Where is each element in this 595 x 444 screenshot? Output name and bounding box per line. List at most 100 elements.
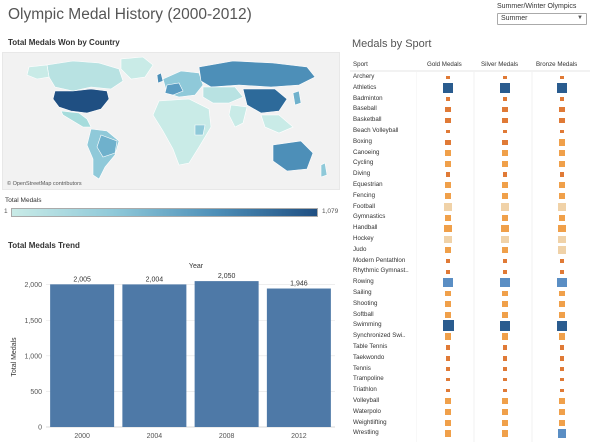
silver-medal-mark[interactable] (503, 130, 506, 133)
bronze-medal-mark[interactable] (560, 345, 564, 349)
gold-medal-mark[interactable] (445, 182, 451, 188)
world-map[interactable] (2, 52, 340, 190)
silver-medal-mark[interactable] (500, 83, 510, 93)
column-header-sport[interactable]: Sport (353, 61, 368, 68)
sport-row[interactable]: Modern Pentathlon (350, 256, 588, 267)
gold-medal-mark[interactable] (446, 97, 450, 101)
gold-medal-mark[interactable] (446, 172, 451, 177)
gold-medal-mark[interactable] (445, 247, 451, 253)
silver-medal-mark[interactable] (503, 259, 506, 262)
gold-medal-mark[interactable] (445, 107, 450, 112)
sport-row[interactable]: Canoeing (350, 148, 588, 159)
bronze-medal-mark[interactable] (559, 107, 564, 112)
silver-medal-mark[interactable] (503, 270, 507, 274)
gold-medal-mark[interactable] (446, 76, 450, 80)
sport-row[interactable]: Rowing (350, 277, 588, 288)
gold-medal-mark[interactable] (445, 193, 451, 199)
bronze-medal-mark[interactable] (560, 97, 564, 101)
sport-row[interactable]: Hockey (350, 234, 588, 245)
bronze-medal-mark[interactable] (558, 236, 566, 244)
silver-medal-mark[interactable] (502, 312, 508, 318)
gold-medal-mark[interactable] (445, 301, 451, 307)
sport-row[interactable]: Baseball (350, 104, 588, 115)
gold-medal-mark[interactable] (446, 270, 450, 274)
column-header-gold[interactable]: Gold Medals (427, 61, 462, 68)
bronze-medal-mark[interactable] (558, 225, 565, 232)
silver-medal-mark[interactable] (500, 321, 510, 331)
silver-medal-mark[interactable] (502, 118, 507, 123)
bronze-medal-mark[interactable] (560, 259, 563, 262)
sport-row[interactable]: Archery (350, 72, 588, 83)
gold-medal-mark[interactable] (445, 140, 450, 145)
bronze-medal-mark[interactable] (559, 291, 565, 297)
silver-medal-mark[interactable] (503, 389, 506, 392)
column-header-silver[interactable]: Silver Medals (481, 61, 518, 68)
sport-row[interactable]: Handball (350, 223, 588, 234)
gold-medal-mark[interactable] (445, 291, 451, 297)
sport-row[interactable]: Beach Volleyball (350, 126, 588, 137)
silver-medal-mark[interactable] (500, 278, 509, 287)
sport-row[interactable]: Basketball (350, 115, 588, 126)
bronze-medal-mark[interactable] (560, 76, 564, 80)
gold-medal-mark[interactable] (445, 398, 451, 404)
bronze-medal-mark[interactable] (559, 215, 565, 221)
silver-medal-mark[interactable] (503, 172, 508, 177)
sport-row[interactable]: Tennis (350, 364, 588, 375)
gold-medal-mark[interactable] (446, 389, 449, 392)
bronze-medal-mark[interactable] (560, 270, 564, 274)
sport-row[interactable]: Equestrian (350, 180, 588, 191)
sport-row[interactable]: Waterpolo (350, 407, 588, 418)
silver-medal-mark[interactable] (502, 182, 508, 188)
gold-medal-mark[interactable] (445, 312, 451, 318)
bronze-medal-mark[interactable] (560, 378, 563, 381)
gold-medal-mark[interactable] (445, 215, 451, 221)
sport-row[interactable]: Synchronized Swi.. (350, 331, 588, 342)
sport-row[interactable]: Swimming (350, 320, 588, 331)
bar-2008[interactable] (195, 281, 259, 427)
bronze-medal-mark[interactable] (559, 139, 566, 146)
bronze-medal-mark[interactable] (558, 246, 566, 254)
silver-medal-mark[interactable] (502, 150, 509, 157)
bronze-medal-mark[interactable] (557, 83, 567, 93)
silver-medal-mark[interactable] (502, 247, 508, 253)
silver-medal-mark[interactable] (502, 398, 508, 404)
sport-row[interactable]: Boxing (350, 137, 588, 148)
bronze-medal-mark[interactable] (559, 150, 566, 157)
bronze-medal-mark[interactable] (559, 193, 566, 200)
sport-row[interactable]: Shooting (350, 299, 588, 310)
silver-medal-mark[interactable] (503, 76, 507, 80)
gold-medal-mark[interactable] (446, 259, 449, 262)
silver-medal-mark[interactable] (502, 193, 508, 199)
silver-medal-mark[interactable] (503, 345, 507, 349)
silver-medal-mark[interactable] (502, 301, 508, 307)
gold-medal-mark[interactable] (445, 150, 452, 157)
silver-medal-mark[interactable] (503, 356, 508, 361)
gold-medal-mark[interactable] (444, 225, 451, 232)
gold-medal-mark[interactable] (446, 356, 451, 361)
column-header-bronze[interactable]: Bronze Medals (536, 61, 577, 68)
bronze-medal-mark[interactable] (558, 203, 566, 211)
silver-medal-mark[interactable] (502, 291, 508, 297)
bronze-medal-mark[interactable] (560, 130, 563, 133)
bronze-medal-mark[interactable] (558, 429, 567, 438)
sport-row[interactable]: Taekwondo (350, 353, 588, 364)
sport-row[interactable]: Weightlifting (350, 418, 588, 429)
gold-medal-mark[interactable] (445, 333, 451, 339)
bronze-medal-mark[interactable] (560, 367, 565, 372)
bronze-medal-mark[interactable] (559, 301, 565, 307)
bronze-medal-mark[interactable] (560, 389, 563, 392)
bronze-medal-mark[interactable] (557, 321, 567, 331)
sport-row[interactable]: Sailing (350, 288, 588, 299)
gold-medal-mark[interactable] (445, 118, 450, 123)
silver-medal-mark[interactable] (503, 367, 508, 372)
gold-medal-mark[interactable] (443, 320, 454, 331)
sport-row[interactable]: Badminton (350, 94, 588, 105)
sport-row[interactable]: Fencing (350, 191, 588, 202)
gold-medal-mark[interactable] (445, 430, 452, 437)
sport-row[interactable]: Judo (350, 245, 588, 256)
silver-medal-mark[interactable] (502, 161, 508, 167)
silver-medal-mark[interactable] (502, 409, 508, 415)
bronze-medal-mark[interactable] (559, 182, 565, 188)
bar-2000[interactable] (50, 284, 114, 427)
silver-medal-mark[interactable] (501, 203, 509, 211)
